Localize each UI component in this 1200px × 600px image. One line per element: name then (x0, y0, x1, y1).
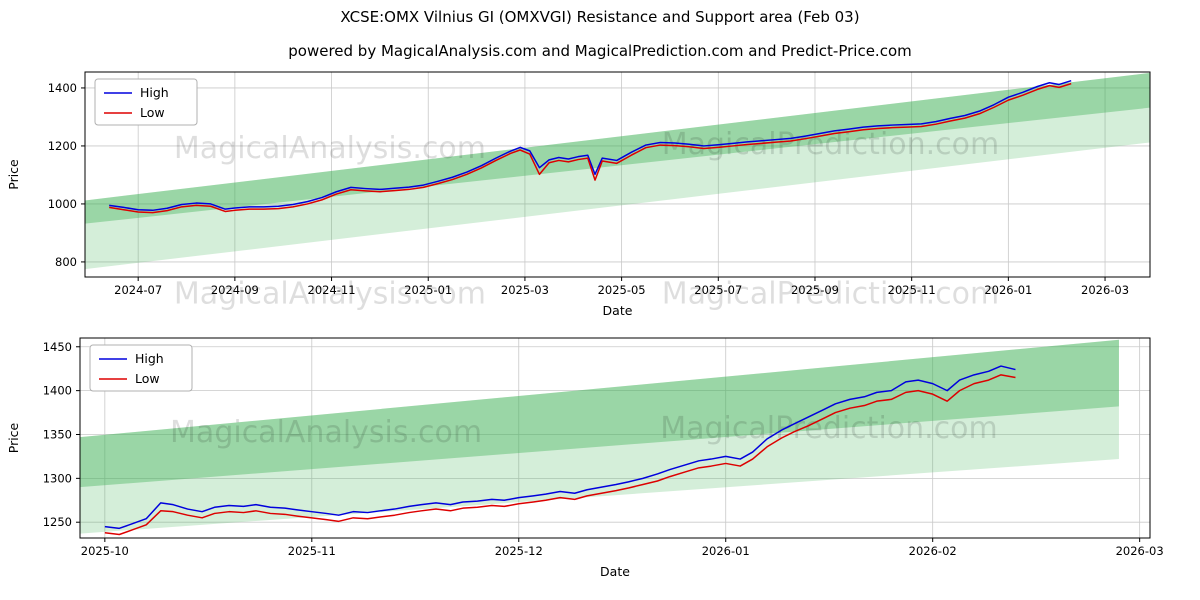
bottom-price-chart: MagicalAnalysis.com MagicalPrediction.com… (6, 337, 1164, 579)
gridlines (85, 72, 1150, 277)
x-tick-label: 2025-12 (495, 544, 543, 558)
legend-label-low: Low (135, 371, 160, 386)
y-tick-label: 1450 (43, 340, 72, 354)
series-lines (109, 79, 1072, 214)
page-title: XCSE:OMX Vilnius GI (OMXVGI) Resistance … (340, 8, 860, 26)
watermark-text: MagicalAnalysis.com (174, 131, 486, 166)
x-tick-label: 2025-05 (598, 283, 646, 297)
watermarks: MagicalAnalysis.com MagicalPrediction.com… (174, 127, 999, 312)
y-tick-label: 1400 (48, 81, 77, 95)
watermark-text: MagicalPrediction.com (660, 411, 998, 446)
x-tick-label: 2025-11 (888, 283, 936, 297)
plot-frame (84, 71, 1151, 278)
y-tick-label: 1000 (48, 197, 77, 211)
y-tick-label: 1400 (43, 384, 72, 398)
x-tick-label: 2024-07 (114, 283, 162, 297)
y-tick-label: 1200 (48, 139, 77, 153)
y-axis-label: Price (6, 422, 21, 453)
x-tick-label: 2026-02 (909, 544, 957, 558)
x-tick-label: 2026-03 (1081, 283, 1129, 297)
x-tick-label: 2026-01 (702, 544, 750, 558)
y-axis-label: Price (6, 159, 21, 190)
top-price-chart: MagicalAnalysis.com MagicalPrediction.com… (6, 71, 1151, 318)
y-tick-label: 800 (55, 255, 77, 269)
y-tick-label: 1300 (43, 471, 72, 485)
x-tick-label: 2024-09 (211, 283, 259, 297)
legend-label-high: High (140, 85, 169, 100)
watermarks: MagicalAnalysis.com MagicalPrediction.com (170, 411, 998, 450)
watermark-text: MagicalPrediction.com (662, 277, 1000, 312)
series-line-high (104, 365, 1016, 530)
series-line-low (109, 82, 1072, 214)
y-tick-label: 1350 (43, 427, 72, 441)
series-line-low (104, 374, 1016, 536)
plot-frame (79, 337, 1151, 539)
series-lines (104, 365, 1016, 536)
y-tick-label: 1250 (43, 515, 72, 529)
x-tick-label: 2025-07 (694, 283, 742, 297)
gridlines (80, 338, 1150, 538)
legend-label-high: High (135, 351, 164, 366)
x-axis-label: Date (600, 564, 630, 579)
x-tick-label: 2026-01 (984, 283, 1032, 297)
legend: High Low (89, 344, 193, 392)
x-tick-label: 2025-11 (288, 544, 336, 558)
x-tick-label: 2025-09 (791, 283, 839, 297)
watermark-text: MagicalAnalysis.com (170, 415, 482, 450)
x-tick-label: 2025-10 (81, 544, 129, 558)
page-subtitle: powered by MagicalAnalysis.com and Magic… (288, 42, 912, 60)
series-line-high (109, 79, 1072, 212)
legend: High Low (94, 78, 198, 126)
watermark-text: MagicalAnalysis.com (174, 277, 486, 312)
support-resistance-bands (80, 339, 1119, 534)
x-tick-label: 2025-03 (501, 283, 549, 297)
x-axis-label: Date (603, 303, 633, 318)
tick-labels: 2024-07 2024-09 2024-11 2025-01 2025-03 2025-… (48, 81, 1129, 297)
legend-label-low: Low (140, 105, 165, 120)
tick-labels: 2025-10 2025-11 2025-12 2026-01 2026-02 2026-… (43, 340, 1164, 558)
x-tick-label: 2024-11 (308, 283, 356, 297)
x-tick-label: 2026-03 (1116, 544, 1164, 558)
support-resistance-bands (85, 72, 1150, 270)
x-tick-label: 2025-01 (404, 283, 452, 297)
